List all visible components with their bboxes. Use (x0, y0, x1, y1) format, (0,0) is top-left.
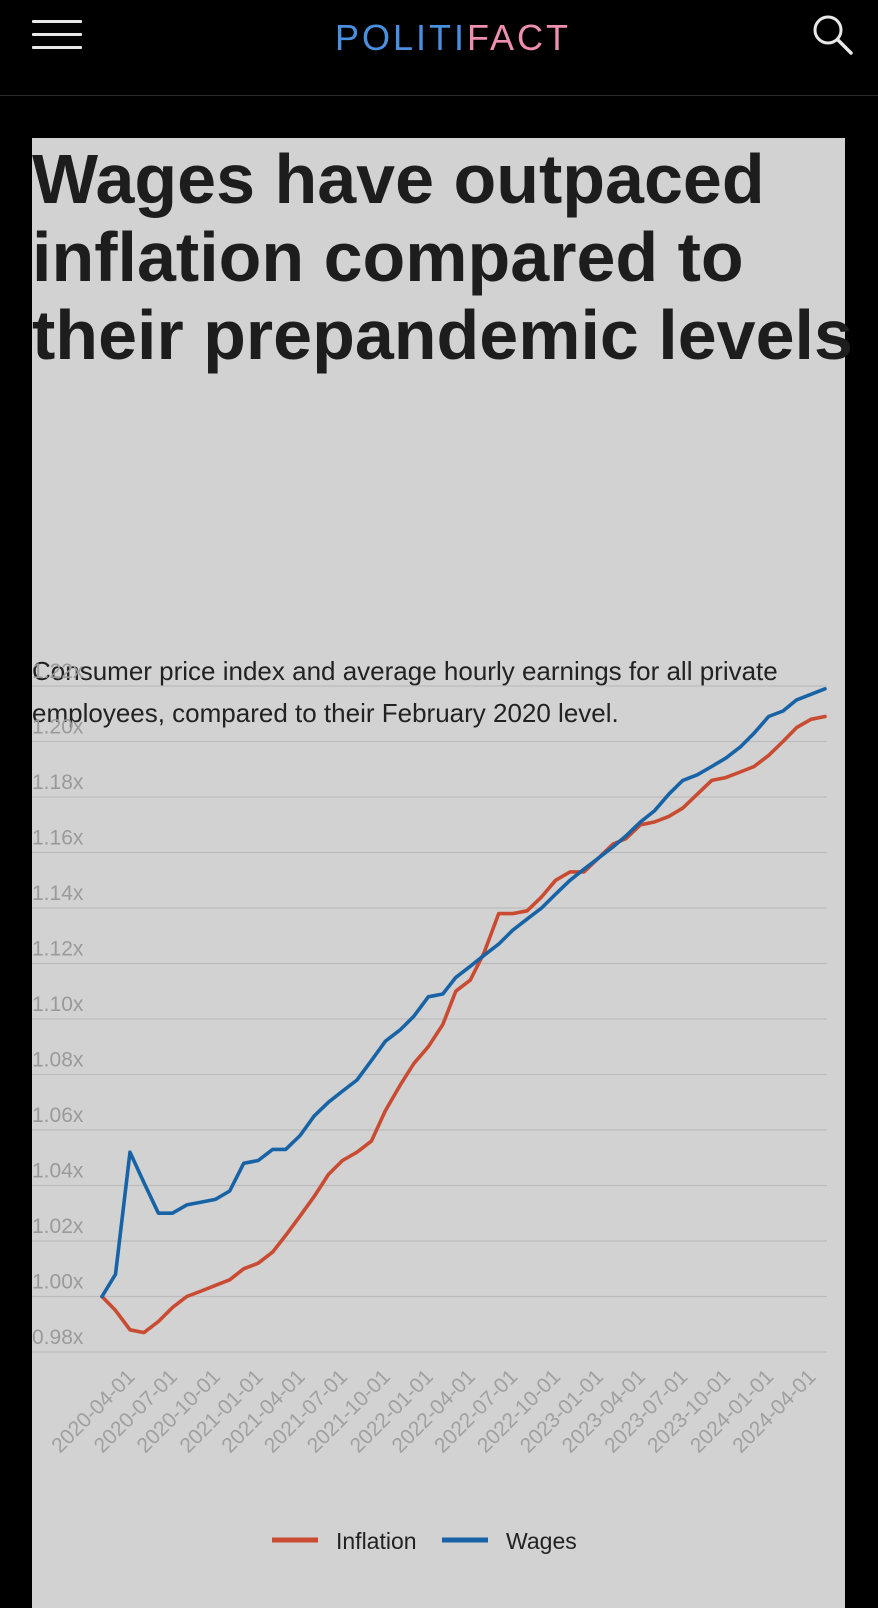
y-tick-label: 1.18x (32, 771, 84, 794)
chart-card: Wages have outpaced inflation compared t… (32, 138, 853, 1608)
line-chart: 0.98x 1.00x 1.02x 1.04x 1.06x 1.08x 1.10x 1.12x… (32, 660, 827, 1554)
hamburger-menu-icon[interactable] (32, 20, 82, 52)
legend-label-inflation[interactable]: Inflation (336, 1528, 417, 1554)
y-tick-label: 1.06x (32, 1104, 84, 1127)
y-tick-label: 1.14x (32, 882, 84, 905)
y-tick-label: 1.08x (32, 1049, 84, 1072)
site-logo[interactable]: POLITIFACT (335, 16, 571, 60)
y-tick-label: 1.00x (32, 1271, 84, 1294)
series-line-wages (100, 686, 827, 1299)
site-header: POLITIFACT (0, 0, 878, 96)
y-tick-label: 1.10x (32, 993, 84, 1016)
y-tick-label: 1.02x (32, 1215, 84, 1238)
y-tick-label: 0.98x (32, 1326, 84, 1349)
y-tick-label: 1.16x (32, 827, 84, 850)
logo-fact: FACT (467, 17, 572, 58)
search-icon[interactable] (812, 14, 854, 56)
chart-headline: Wages have outpaced inflation compared t… (32, 140, 853, 374)
y-tick-label: 1.04x (32, 1160, 84, 1183)
y-tick-label: 1.22x (32, 660, 84, 683)
logo-politi: POLITI (335, 17, 468, 58)
y-tick-label: 1.20x (32, 716, 84, 739)
legend-label-wages[interactable]: Wages (506, 1528, 577, 1554)
y-tick-label: 1.12x (32, 938, 84, 961)
legend: Inflation Wages (272, 1528, 577, 1554)
series-line-inflation (100, 714, 827, 1335)
series-lines (100, 686, 827, 1335)
gridlines (32, 685, 827, 1353)
chart-subtitle: Consumer price index and average hourly … (32, 656, 778, 728)
x-axis-ticks: 2020-04-012020-07-012020-10-012021-01-01… (47, 1365, 820, 1457)
y-axis-ticks: 0.98x 1.00x 1.02x 1.04x 1.06x 1.08x 1.10x 1.12x… (32, 660, 84, 1349)
